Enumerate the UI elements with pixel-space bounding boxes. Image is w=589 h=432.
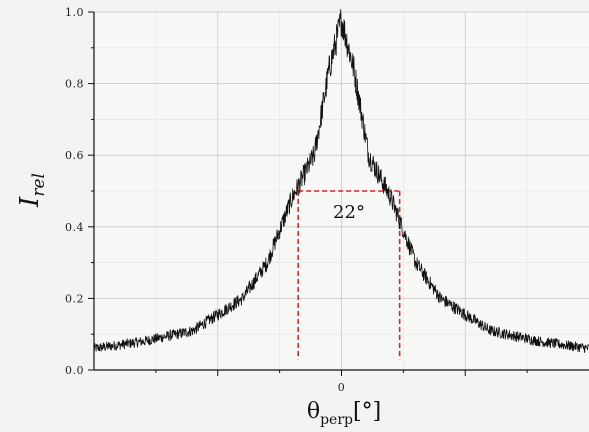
y-tick-label: 0.8 — [65, 78, 84, 91]
y-tick-label: 0.0 — [65, 364, 84, 377]
y-tick-label: 0.4 — [65, 221, 84, 234]
annotation-label: 22° — [333, 202, 365, 223]
x-axis-title: θperp[°] — [307, 399, 381, 428]
x-axis-title-main: θ — [307, 399, 320, 424]
y-tick-label: 0.6 — [65, 149, 84, 162]
y-tick-label: 0.2 — [65, 292, 84, 305]
y-axis-title: Irel — [15, 173, 49, 208]
y-tick-labels: 0.0 0.2 0.4 0.6 0.8 1.0 — [65, 6, 84, 377]
y-axis-title-main: I — [15, 196, 45, 208]
intensity-series — [93, 9, 589, 353]
ticks — [88, 11, 528, 376]
x-axis-title-sub: perp — [320, 412, 353, 428]
x-tick-labels: 0 — [338, 381, 346, 394]
y-tick-label: 1.0 — [65, 6, 84, 19]
x-tick-label: 0 — [338, 381, 346, 394]
y-axis-title-sub: rel — [29, 173, 49, 197]
x-axis-title-unit: [°] — [353, 399, 381, 424]
